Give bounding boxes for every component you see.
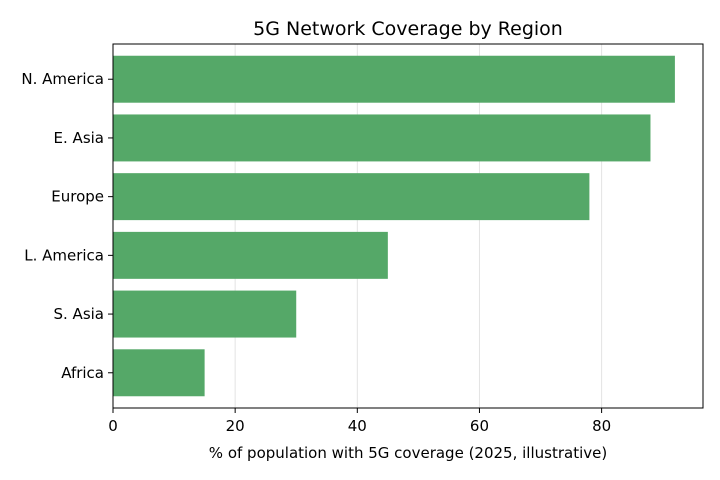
- grid-layer: [234, 44, 603, 408]
- x-tick-label: 80: [592, 417, 611, 435]
- y-tick-label: E. Asia: [54, 129, 104, 147]
- x-axis-label: % of population with 5G coverage (2025, …: [209, 444, 607, 462]
- y-tick-label: S. Asia: [54, 305, 105, 323]
- plot-frame: [112, 43, 704, 409]
- x-tick-label: 0: [108, 417, 118, 435]
- bar: [113, 231, 388, 279]
- bar: [113, 55, 675, 103]
- y-tick-label: L. America: [24, 246, 104, 264]
- y-axis: N. America E. Asia Europe L. America S. Asia…: [21, 70, 113, 382]
- x-axis: 0 20 40 60 80: [108, 408, 611, 435]
- bar: [113, 114, 651, 162]
- chart-title: 5G Network Coverage by Region: [253, 18, 563, 40]
- x-tick-label: 20: [226, 417, 245, 435]
- bar: [113, 290, 297, 338]
- bar: [113, 349, 205, 397]
- y-tick-label: N. America: [21, 70, 104, 88]
- bar-layer: [113, 55, 675, 397]
- bar: [113, 173, 590, 221]
- y-tick-label: Africa: [61, 364, 104, 382]
- y-tick-label: Europe: [51, 188, 104, 206]
- x-tick-label: 60: [470, 417, 489, 435]
- x-tick-label: 40: [348, 417, 367, 435]
